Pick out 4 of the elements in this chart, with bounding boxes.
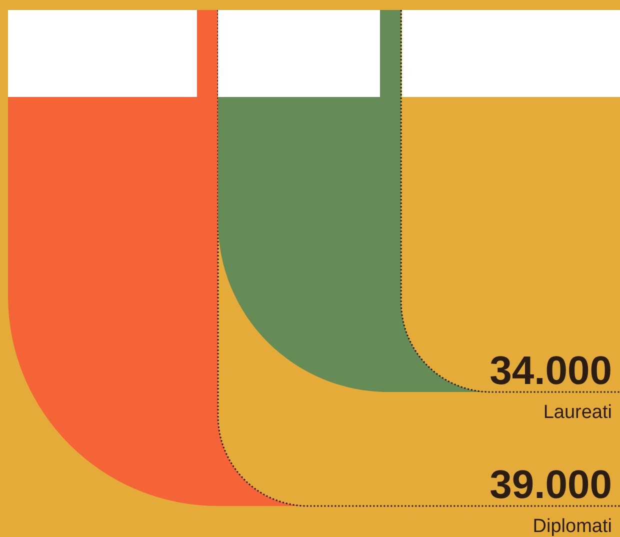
category-label: Diplomati [532, 516, 612, 537]
data-label: 39.000 [490, 463, 612, 507]
category-label: Laureati [543, 402, 612, 423]
data-label: 34.000 [490, 349, 612, 393]
